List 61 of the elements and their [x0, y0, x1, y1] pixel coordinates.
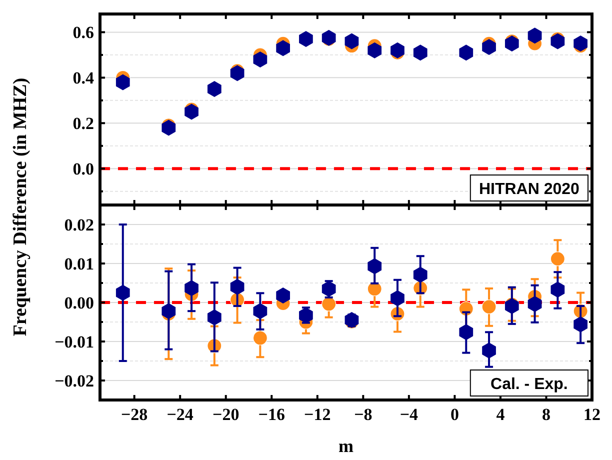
point — [116, 284, 130, 301]
point — [253, 51, 268, 68]
y-tick-label: 0.00 — [64, 293, 94, 312]
point — [368, 258, 382, 274]
point — [550, 252, 565, 266]
point — [230, 65, 244, 82]
point — [116, 74, 130, 90]
x-tick-label: −20 — [212, 405, 240, 424]
y-tick-label: −0.02 — [54, 371, 94, 390]
y-axis-title: Frequency Difference (in MHZ) — [10, 78, 31, 336]
y-tick-label: 0.01 — [64, 254, 94, 274]
point — [528, 28, 542, 44]
y-tick-label: −0.01 — [54, 332, 94, 352]
point — [550, 33, 565, 50]
point — [482, 299, 496, 314]
point — [162, 120, 176, 136]
y-tick-label: 0.0 — [72, 160, 94, 179]
point — [368, 42, 382, 58]
point — [504, 298, 519, 314]
point — [390, 42, 404, 58]
y-tick-label: 0.6 — [72, 23, 94, 42]
point — [574, 316, 588, 332]
point — [162, 303, 176, 320]
point — [276, 40, 290, 56]
x-tick-label: 0 — [450, 405, 459, 424]
x-tick-label: −24 — [166, 405, 194, 424]
y-tick-label: 0.02 — [64, 215, 94, 234]
x-tick-label: −8 — [354, 405, 372, 424]
point — [184, 280, 198, 296]
point — [413, 44, 428, 61]
point — [459, 324, 474, 340]
point — [299, 31, 313, 48]
point — [230, 278, 244, 295]
point — [482, 38, 496, 55]
annotation: HITRAN 2020 — [478, 181, 580, 198]
point — [550, 282, 565, 298]
x-tick-label: 12 — [584, 405, 600, 424]
point — [528, 296, 542, 312]
y-tick-label: 0.2 — [72, 114, 94, 134]
point — [252, 330, 268, 346]
x-tick-label: 4 — [496, 405, 506, 424]
x-tick-label: −16 — [258, 405, 285, 424]
x-tick-label: 8 — [542, 405, 550, 424]
y-tick-label: 0.4 — [72, 68, 94, 88]
x-tick-label: −4 — [400, 405, 419, 424]
x-tick-label: −28 — [120, 405, 148, 424]
x-axis-title: m — [338, 436, 354, 456]
point — [344, 33, 359, 50]
point — [253, 303, 268, 320]
point — [207, 309, 222, 326]
point — [207, 81, 222, 98]
point — [390, 290, 404, 306]
point — [574, 36, 588, 52]
point — [504, 36, 519, 52]
point — [459, 44, 474, 61]
point — [184, 104, 198, 120]
point — [482, 342, 496, 358]
x-tick-label: −12 — [304, 405, 331, 424]
point — [276, 287, 290, 304]
point — [413, 266, 428, 283]
annotation: Cal. - Exp. — [490, 376, 568, 393]
